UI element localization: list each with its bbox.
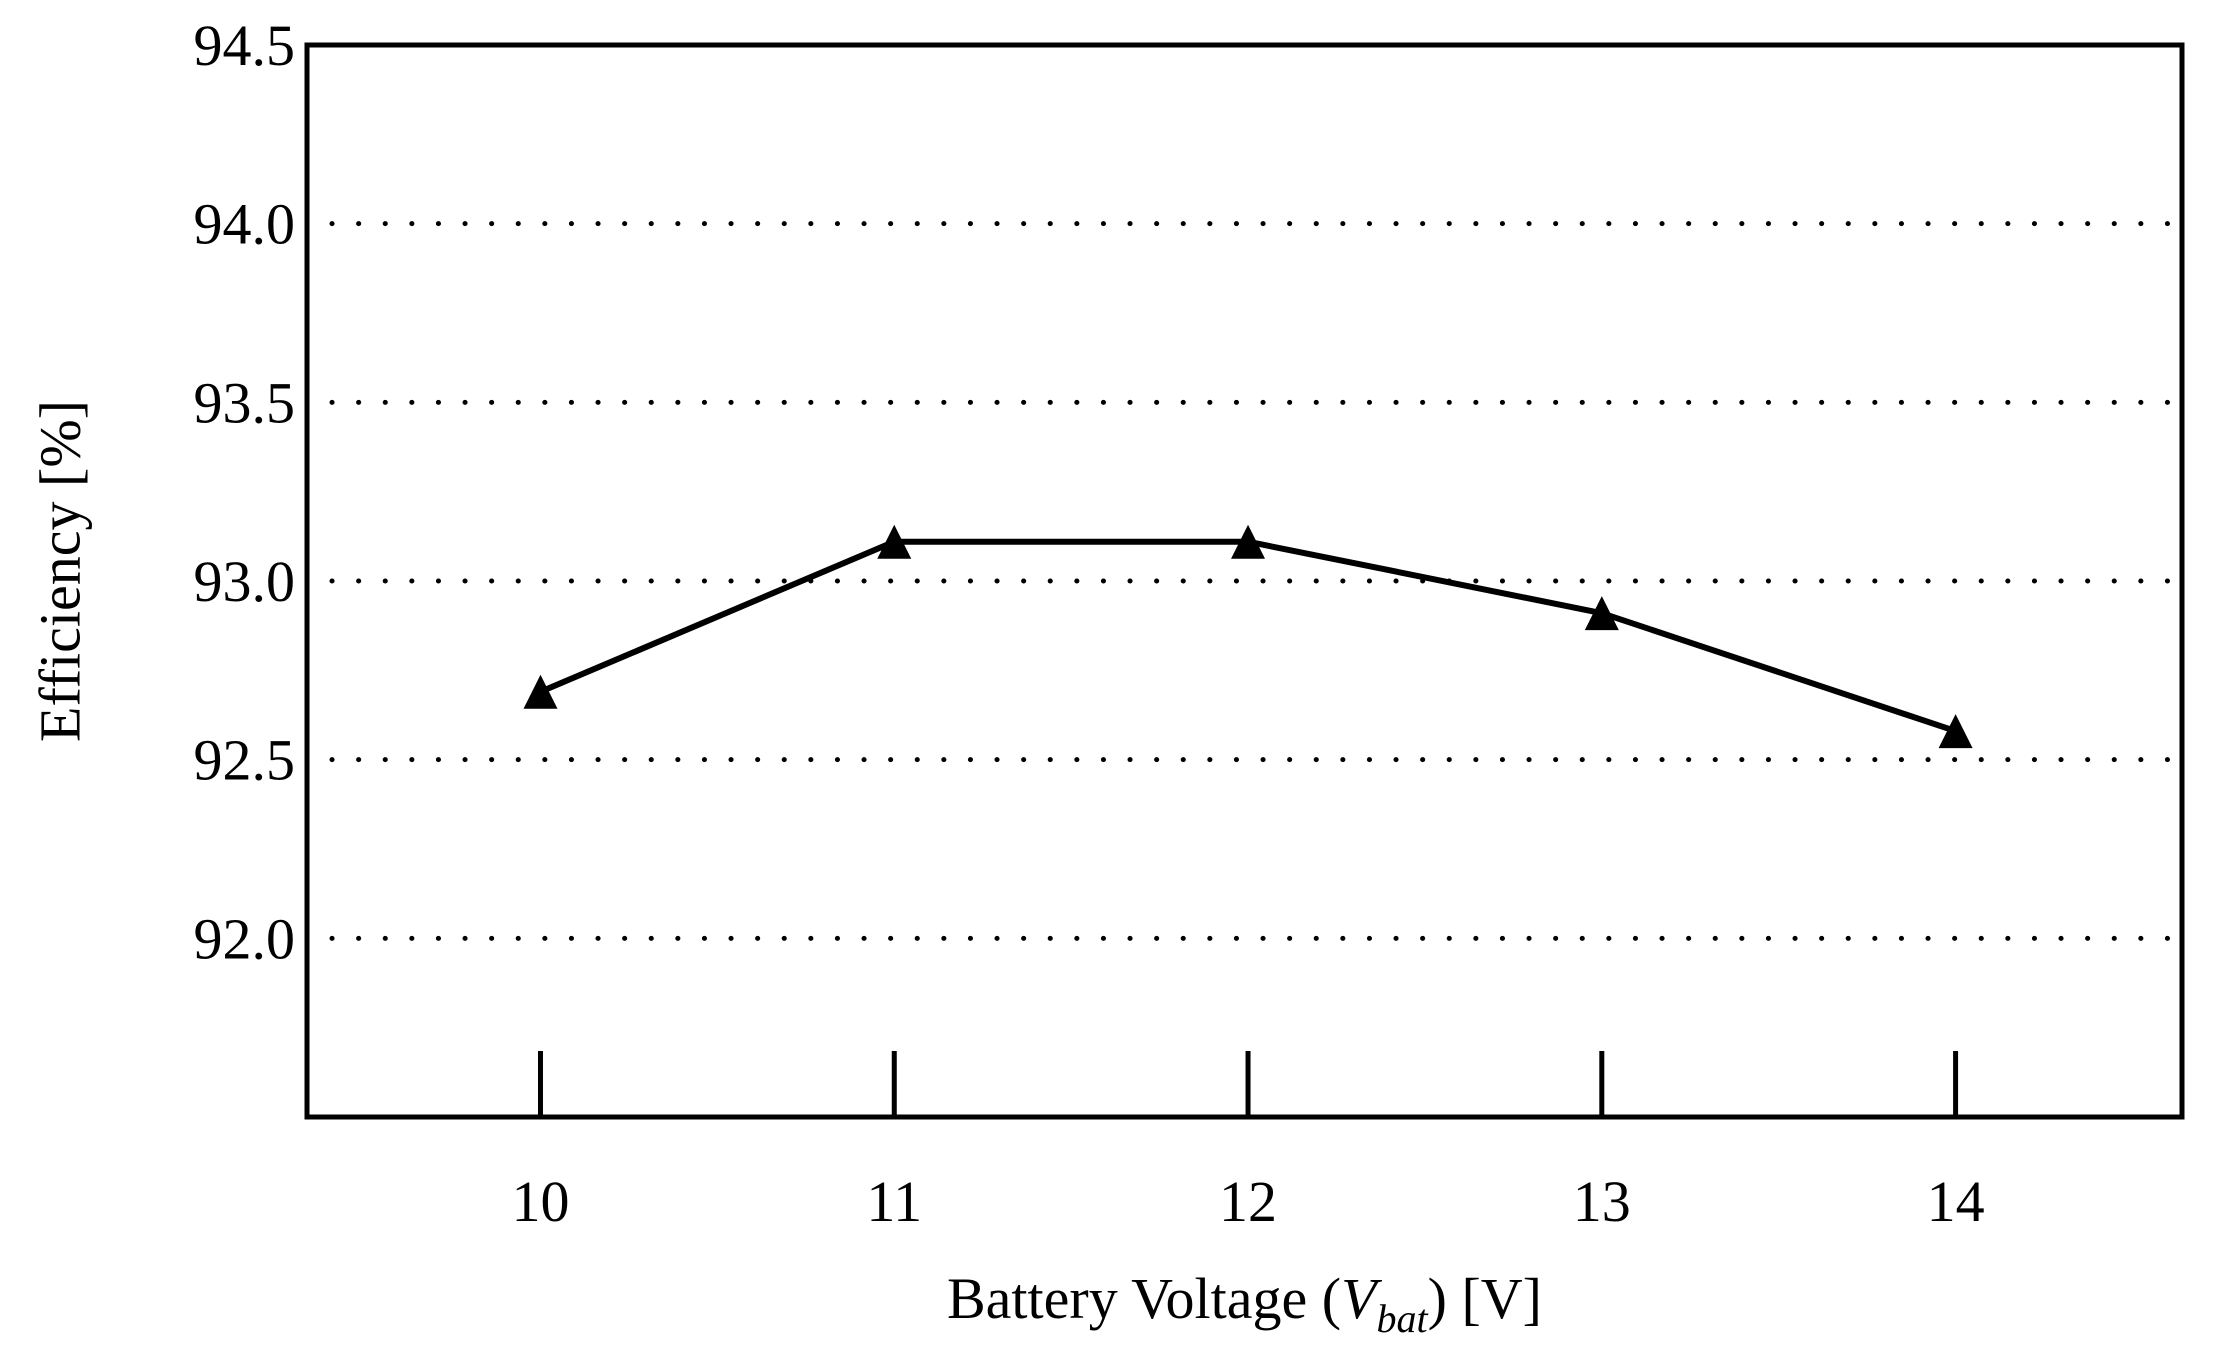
gridlines [329, 221, 2185, 941]
x-axis-title-prefix: Battery Voltage ( [947, 1266, 1341, 1331]
data-point-marker [1938, 714, 1973, 749]
x-axis-ticks [537, 1051, 1959, 1117]
x-axis-title-subscript: bat [1377, 1296, 1429, 1341]
y-tick-label: 92.5 [194, 728, 296, 793]
data-point-marker [1231, 524, 1266, 559]
x-tick-label: 10 [511, 1169, 569, 1234]
y-axis-title: Efficiency [%] [28, 400, 93, 742]
series-layer [523, 524, 1973, 749]
plot-frame [304, 42, 2185, 1120]
y-tick-label: 94.5 [194, 13, 296, 78]
x-tick-label: 14 [1927, 1169, 1985, 1234]
y-tick-label: 93.0 [194, 549, 296, 614]
x-axis-title: Battery Voltage (Vbat) [V] [947, 1266, 1542, 1341]
data-point-marker [1584, 596, 1619, 631]
x-tick-label: 11 [866, 1169, 922, 1234]
y-tick-label: 93.5 [194, 370, 296, 435]
x-tick-label: 12 [1219, 1169, 1277, 1234]
y-tick-label: 94.0 [194, 192, 296, 257]
data-point-marker [877, 524, 912, 559]
data-point-marker [523, 674, 558, 709]
y-tick-label: 92.0 [194, 906, 296, 971]
x-axis-tick-labels: 10 11 12 13 14 [511, 1169, 1984, 1234]
x-axis-title-suffix: ) [V] [1428, 1266, 1542, 1331]
x-axis-title-symbol: V [1341, 1266, 1383, 1331]
series-line [539, 538, 1957, 734]
y-axis-tick-labels: 92.0 92.5 93.0 93.5 94.0 94.5 [194, 13, 296, 971]
x-tick-label: 13 [1573, 1169, 1631, 1234]
